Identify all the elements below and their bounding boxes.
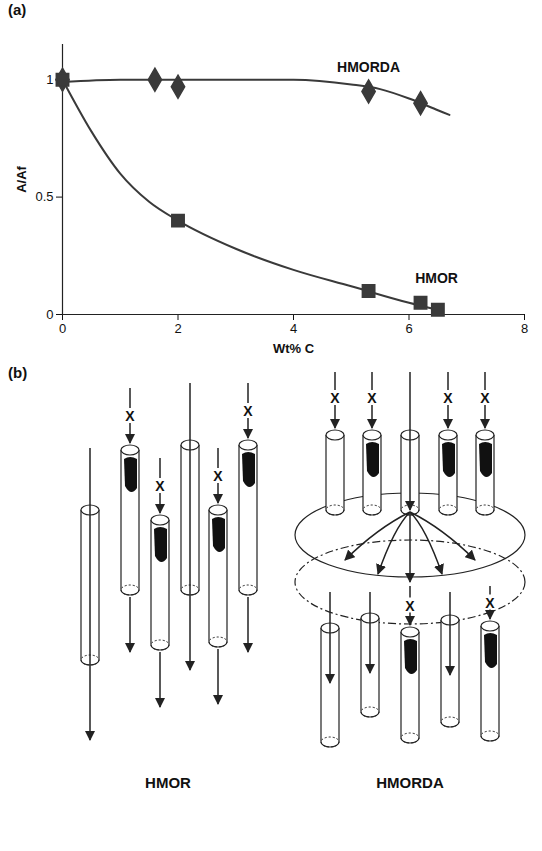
svg-text:X: X [485, 595, 495, 611]
svg-text:X: X [443, 390, 453, 406]
svg-text:X: X [330, 390, 340, 406]
html-text:(a): (a) [8, 1, 27, 18]
svg-text:HMORDA: HMORDA [376, 774, 444, 791]
svg-text:X: X [243, 403, 253, 419]
svg-text:1: 1 [46, 72, 53, 87]
svg-text:X: X [155, 478, 165, 494]
svg-text:X: X [405, 598, 415, 614]
svg-text:A/Af: A/Af [14, 165, 29, 192]
svg-text:Wt% C: Wt% C [273, 341, 315, 356]
svg-text:X: X [367, 390, 377, 406]
svg-text:8: 8 [521, 321, 528, 336]
svg-text:X: X [213, 468, 223, 484]
svg-text:X: X [480, 390, 490, 406]
svg-text:HMORDA: HMORDA [337, 59, 400, 75]
svg-text:(b): (b) [8, 364, 27, 381]
svg-text:X: X [125, 408, 135, 424]
svg-text:0.5: 0.5 [35, 189, 53, 204]
svg-text:2: 2 [174, 321, 181, 336]
svg-text:HMOR: HMOR [145, 774, 191, 791]
svg-text:6: 6 [405, 321, 412, 336]
svg-text:HMOR: HMOR [415, 270, 458, 286]
svg-text:4: 4 [290, 321, 297, 336]
svg-text:0: 0 [46, 307, 53, 322]
svg-text:0: 0 [59, 321, 66, 336]
